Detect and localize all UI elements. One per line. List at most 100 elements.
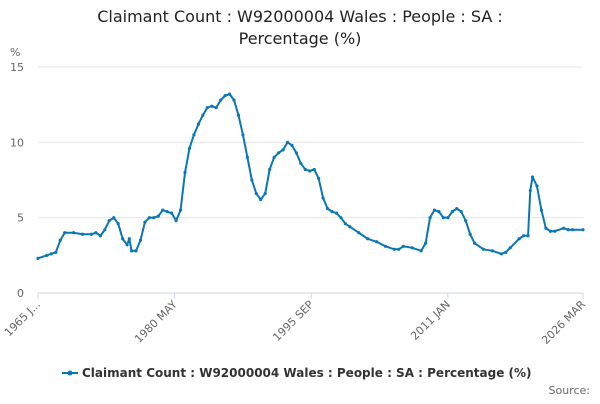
data-point: [227, 92, 232, 96]
data-point: [544, 226, 548, 230]
data-point: [219, 98, 223, 102]
data-point: [526, 234, 530, 238]
data-point: [581, 228, 585, 232]
data-point: [98, 234, 102, 238]
data-point: [103, 228, 107, 232]
data-point: [276, 151, 281, 155]
data-point: [357, 231, 361, 235]
data-point: [562, 226, 566, 230]
data-point: [121, 237, 125, 241]
data-point: [535, 184, 539, 188]
data-point: [321, 196, 325, 200]
x-tick-label: 2026 MAR: [539, 298, 588, 347]
data-point: [129, 249, 134, 253]
legend-label: Claimant Count : W92000004 Wales : Peopl…: [82, 366, 532, 380]
data-point: [334, 211, 339, 215]
data-point: [263, 191, 267, 196]
data-point: [49, 252, 53, 256]
data-point: [127, 237, 131, 241]
data-point: [339, 216, 343, 220]
data-point: [80, 232, 85, 236]
y-tick-label: 5: [17, 212, 24, 225]
data-point: [143, 220, 147, 224]
data-point: [223, 94, 227, 98]
data-point: [366, 237, 370, 241]
data-point: [281, 148, 285, 152]
data-point: [374, 240, 379, 244]
data-point: [566, 228, 570, 232]
data-point: [571, 228, 575, 232]
data-point: [36, 256, 40, 260]
data-point: [116, 222, 120, 226]
data-point: [196, 122, 200, 126]
data-point: [504, 250, 508, 254]
data-point: [174, 219, 178, 223]
data-point: [428, 216, 432, 220]
data-point: [303, 167, 307, 172]
data-point: [170, 211, 174, 215]
data-point: [548, 229, 552, 233]
data-point: [205, 106, 209, 110]
data-point: [112, 216, 116, 220]
data-point: [94, 231, 98, 235]
data-point: [530, 175, 535, 179]
y-tick-label: 0: [17, 287, 24, 300]
data-point: [423, 241, 428, 245]
data-point: [268, 167, 272, 172]
data-point: [539, 208, 544, 212]
data-point: [432, 208, 437, 212]
data-point: [54, 250, 58, 254]
data-point: [410, 246, 414, 250]
data-point: [459, 210, 463, 214]
data-point: [187, 146, 192, 150]
data-point: [325, 207, 330, 211]
data-point: [147, 216, 151, 220]
data-point: [450, 210, 454, 214]
data-point: [419, 249, 423, 253]
data-point: [464, 219, 468, 223]
data-point: [232, 98, 236, 102]
data-point: [446, 216, 450, 220]
legend-marker: [67, 370, 73, 376]
data-point: [437, 210, 441, 214]
y-axis-label: %: [10, 46, 20, 59]
data-point: [490, 249, 495, 253]
chart-title: Claimant Count : W92000004 Wales : Peopl…: [97, 7, 503, 26]
data-point: [89, 232, 94, 236]
x-tick-label: 1965 J...: [2, 298, 43, 339]
data-point: [107, 219, 111, 223]
data-point: [481, 247, 486, 251]
data-point: [343, 222, 347, 226]
data-point: [236, 113, 241, 117]
data-point: [250, 178, 254, 182]
data-point: [308, 169, 312, 173]
data-point: [125, 243, 129, 247]
data-point: [508, 246, 512, 250]
data-point: [330, 210, 334, 214]
x-tick-label: 1980 MAY: [132, 298, 180, 346]
data-point: [245, 155, 249, 159]
data-point: [165, 210, 169, 214]
data-point: [58, 238, 62, 242]
data-point: [285, 140, 290, 144]
data-point: [290, 143, 294, 147]
data-point: [214, 106, 218, 110]
chart-title: Percentage (%): [239, 29, 362, 48]
data-point: [63, 231, 67, 235]
data-point: [254, 191, 258, 196]
data-point: [553, 229, 557, 233]
data-point: [441, 216, 446, 220]
source: Source:: [549, 384, 591, 397]
data-point: [468, 232, 472, 236]
x-tick-label: 1995 SEP: [270, 298, 316, 344]
data-point: [178, 208, 183, 212]
x-tick-label: 2011 JAN: [408, 298, 453, 343]
data-point: [152, 216, 156, 220]
data-point: [210, 104, 214, 108]
data-point: [241, 133, 245, 137]
data-point: [161, 208, 165, 212]
data-point: [383, 244, 388, 248]
data-point: [455, 207, 459, 211]
